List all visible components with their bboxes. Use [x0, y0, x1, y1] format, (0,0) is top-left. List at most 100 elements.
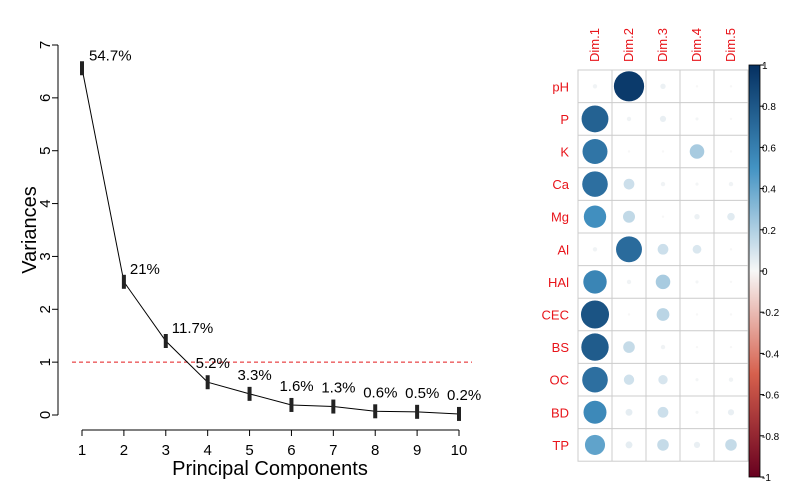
series-line — [81, 68, 460, 415]
corr-circle — [657, 243, 669, 255]
y-tick-label: 6 — [37, 94, 54, 102]
corr-circle — [661, 150, 665, 153]
point-label: 11.7% — [172, 320, 213, 337]
data-point — [457, 406, 461, 421]
corr-circle — [695, 117, 699, 121]
data-point — [331, 399, 336, 414]
corr-circle — [583, 270, 607, 294]
column-label: Dim.3 — [655, 28, 670, 62]
corr-circle — [580, 300, 610, 329]
x-tick-label: 1 — [78, 442, 86, 459]
data-point — [121, 274, 126, 289]
corr-circle — [623, 341, 635, 353]
corr-circle — [581, 105, 609, 133]
row-label: Mg — [551, 210, 569, 225]
corr-circle — [695, 182, 699, 186]
y-tick-label: 4 — [37, 199, 54, 207]
corr-circle — [725, 439, 737, 451]
column-label: Dim.2 — [621, 28, 636, 62]
data-point — [205, 375, 210, 390]
corr-circle — [655, 274, 671, 290]
corr-circle — [623, 374, 635, 385]
corr-circle — [692, 244, 702, 254]
corr-circle — [583, 400, 607, 424]
colorbar-tick-label: 0.6 — [762, 143, 776, 154]
x-tick-label: 2 — [120, 442, 128, 459]
corr-circle — [657, 406, 669, 418]
corr-circle — [661, 215, 665, 218]
correlation-plot: pH P K Ca Mg Al HAl CEC BS OC BD TP Dim.1 Dim.2 Dim.3 D… — [542, 28, 780, 484]
corr-circle — [627, 150, 631, 153]
x-tick-label: 9 — [413, 442, 421, 459]
corr-circle — [584, 434, 606, 455]
corr-circle — [729, 248, 733, 251]
corr-circle — [622, 210, 636, 223]
corr-circle — [613, 71, 645, 102]
colorbar-tick-label: -0.4 — [762, 349, 780, 360]
corr-circle — [729, 313, 733, 316]
point-label: 0.5% — [405, 385, 439, 402]
row-label: BS — [552, 340, 570, 355]
colorbar-tick-label: -0.2 — [762, 308, 780, 319]
row-label: HAl — [548, 275, 569, 290]
corr-circle — [660, 344, 666, 350]
corr-circle — [695, 378, 699, 382]
y-tick-label: 7 — [37, 41, 54, 49]
colorbar-tick-label: 0.8 — [762, 102, 776, 113]
corr-circle — [616, 236, 642, 263]
corr-circle — [729, 85, 733, 88]
colorbar-tick-label: -1 — [762, 473, 771, 484]
corr-circle — [626, 116, 632, 122]
colorbar-tick-label: -0.8 — [762, 432, 780, 443]
corr-circle — [625, 441, 633, 449]
colorbar-tick-label: -0.6 — [762, 391, 780, 402]
data-point — [247, 386, 252, 401]
data-point — [163, 334, 168, 348]
corr-circle — [656, 308, 670, 321]
point-label: 0.6% — [363, 384, 397, 401]
corr-circle — [582, 366, 608, 393]
point-label: 0.2% — [447, 387, 481, 404]
data-point — [373, 404, 378, 419]
corr-circle — [583, 205, 607, 228]
data-point — [289, 397, 294, 412]
point-label: 1.3% — [321, 380, 355, 397]
corr-circle — [659, 115, 667, 122]
x-tick-label: 10 — [451, 442, 468, 459]
corr-circle — [592, 84, 598, 89]
y-axis-title: Variances — [19, 186, 41, 273]
data-point — [415, 404, 420, 419]
colorbar-tick-label: 0 — [762, 267, 768, 278]
y-tick-label: 0 — [37, 411, 54, 419]
row-label: TP — [552, 438, 569, 453]
corr-circle — [728, 377, 734, 382]
corr-circle — [727, 212, 735, 221]
colorbar — [748, 64, 761, 478]
corr-circle — [660, 83, 666, 89]
corr-circle — [627, 313, 631, 316]
y-tick-label: 3 — [37, 252, 54, 260]
corr-circle — [694, 214, 700, 220]
y-tick-label: 5 — [37, 147, 54, 155]
scree-plot: Variances Principal Components 0 1 2 3 4 5 6 7 1… — [19, 41, 481, 480]
x-axis-title: Principal Components — [172, 458, 368, 480]
corr-circle — [693, 441, 701, 448]
corr-circle — [592, 247, 598, 252]
row-label: Ca — [552, 177, 569, 192]
row-label: K — [560, 145, 569, 160]
colorbar-tick-label: 1 — [762, 61, 768, 72]
row-label: BD — [551, 405, 569, 420]
row-label: CEC — [542, 308, 569, 323]
corr-circle — [729, 117, 733, 121]
corr-circle — [695, 313, 699, 316]
x-tick-label: 3 — [162, 442, 170, 459]
column-label: Dim.4 — [689, 28, 704, 62]
corr-circle — [695, 410, 699, 414]
corr-circle — [582, 139, 608, 164]
corr-circle — [695, 85, 699, 88]
corr-circle — [729, 345, 733, 349]
corr-circle — [728, 181, 734, 187]
corr-circle — [695, 280, 699, 284]
x-tick-label: 6 — [287, 442, 295, 459]
